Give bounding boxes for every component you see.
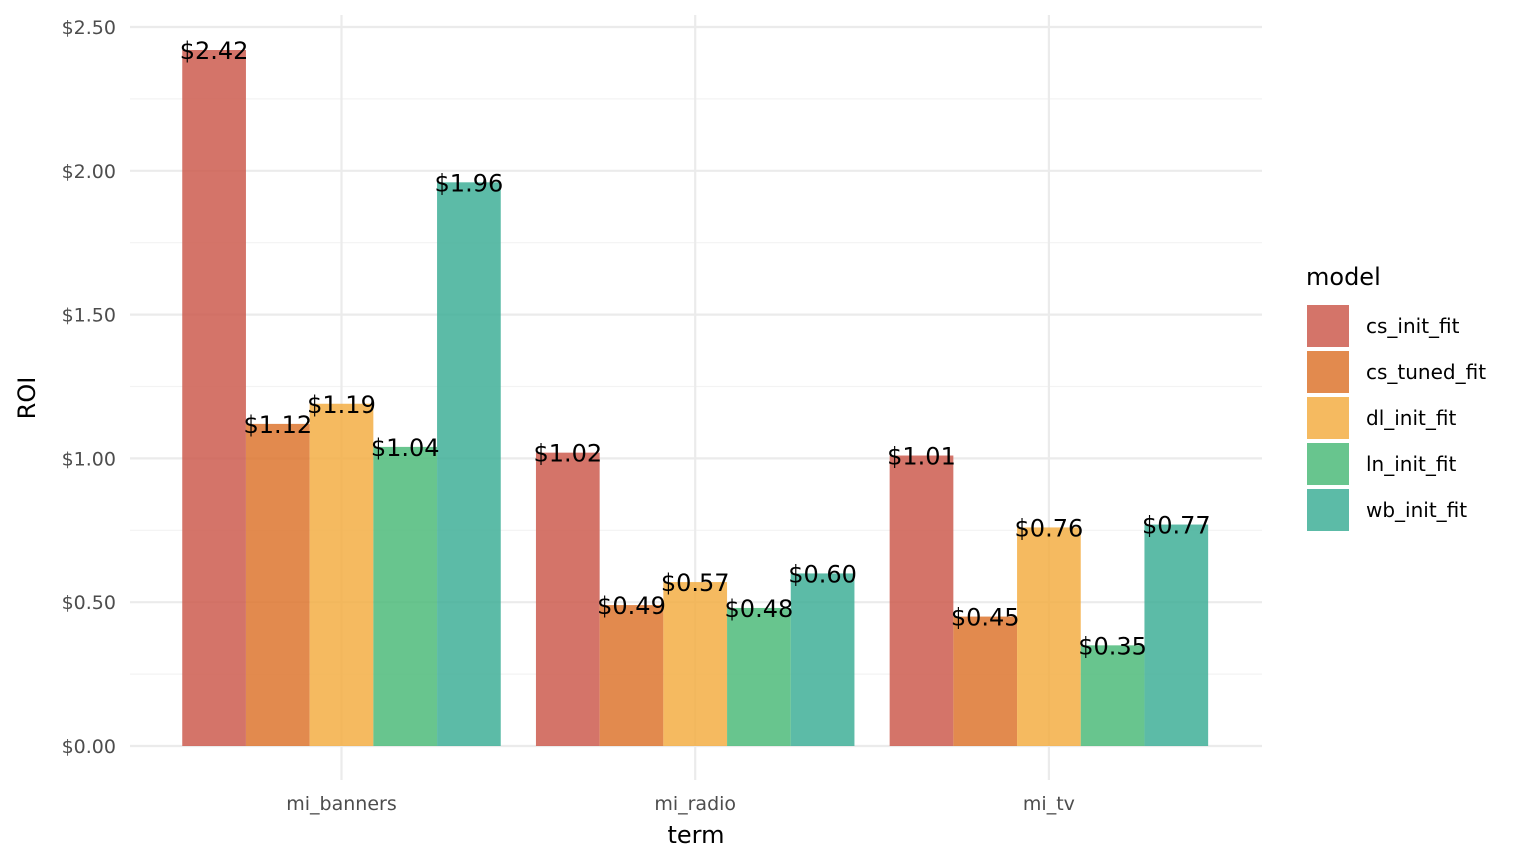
data-label-cs_init_fit-mi_tv: $1.01 [887,443,956,471]
y-tick-label: $0.50 [62,592,116,614]
data-label-cs_init_fit-mi_radio: $1.02 [533,440,602,468]
legend-title: model [1306,263,1381,291]
bar-ln_init_fit-mi_banners [373,446,438,746]
legend-label-cs_tuned_fit: cs_tuned_fit [1366,360,1486,384]
y-axis-title: ROI [13,377,41,420]
legend-key-cs_init_fit [1307,305,1349,347]
bar-dl_init_fit-mi_radio [663,582,728,746]
y-tick-label: $1.00 [62,448,116,470]
bar-cs_tuned_fit-mi_banners [245,423,310,746]
bar-cs_init_fit-mi_banners [182,50,246,747]
data-label-wb_init_fit-mi_radio: $0.60 [788,560,857,588]
bar-ln_init_fit-mi_radio [727,607,791,746]
bar-wb_init_fit-mi_radio [790,573,855,746]
data-label-wb_init_fit-mi_banners: $1.96 [435,169,504,197]
y-tick-label: $1.50 [62,305,116,327]
data-label-ln_init_fit-mi_banners: $1.04 [371,434,440,462]
data-label-wb_init_fit-mi_tv: $0.77 [1142,512,1211,540]
bar-wb_init_fit-mi_tv [1144,524,1209,746]
bar-cs_init_fit-mi_tv [889,455,954,746]
data-label-cs_tuned_fit-mi_radio: $0.49 [597,592,666,620]
y-axis: $0.00 $0.50 $1.00 $1.50 $2.00 $2.50 [62,17,116,758]
data-label-dl_init_fit-mi_radio: $0.57 [661,569,730,597]
bars [182,50,1209,747]
legend-label-dl_init_fit: dl_init_fit [1366,406,1456,430]
legend-key-ln_init_fit [1307,443,1349,485]
bar-cs_tuned_fit-mi_tv [953,616,1018,746]
x-axis-title: term [668,821,725,849]
data-label-cs_tuned_fit-mi_tv: $0.45 [951,604,1020,632]
data-label-dl_init_fit-mi_banners: $1.19 [307,391,376,419]
legend-key-dl_init_fit [1307,397,1349,439]
data-label-cs_init_fit-mi_banners: $2.42 [180,37,249,65]
data-labels: $2.42 $1.12$1.19 $1.04 $1.96 $1.02 $0.49$0.57… [180,37,1211,660]
x-axis: mi_banners mi_radio mi_tv [286,793,1075,815]
legend-key-cs_tuned_fit [1307,351,1349,393]
bar-dl_init_fit-mi_banners [309,403,374,746]
x-tick-label: mi_banners [286,793,396,815]
data-label-dl_init_fit-mi_tv: $0.76 [1015,514,1084,542]
data-label-cs_tuned_fit-mi_banners: $1.12 [243,411,312,439]
legend: model cs_init_fit cs_tuned_fit dl_init_fit… [1306,263,1486,531]
bar-cs_init_fit-mi_radio [535,452,600,746]
bar-dl_init_fit-mi_tv [1017,527,1081,746]
bar-cs_tuned_fit-mi_radio [599,605,664,746]
x-tick-label: mi_radio [654,793,736,815]
legend-key-wb_init_fit [1307,489,1349,531]
bar-ln_init_fit-mi_tv [1080,645,1145,746]
y-tick-label: $2.50 [62,17,116,39]
y-tick-label: $0.00 [62,736,116,758]
legend-label-cs_init_fit: cs_init_fit [1366,314,1460,338]
x-tick-label: mi_tv [1023,793,1075,815]
legend-label-wb_init_fit: wb_init_fit [1366,498,1467,522]
data-label-ln_init_fit-mi_tv: $0.35 [1078,632,1147,660]
data-label-ln_init_fit-mi_radio: $0.48 [725,595,794,623]
legend-label-ln_init_fit: ln_init_fit [1366,452,1456,476]
y-tick-label: $2.00 [62,161,116,183]
bar-wb_init_fit-mi_banners [437,182,501,746]
